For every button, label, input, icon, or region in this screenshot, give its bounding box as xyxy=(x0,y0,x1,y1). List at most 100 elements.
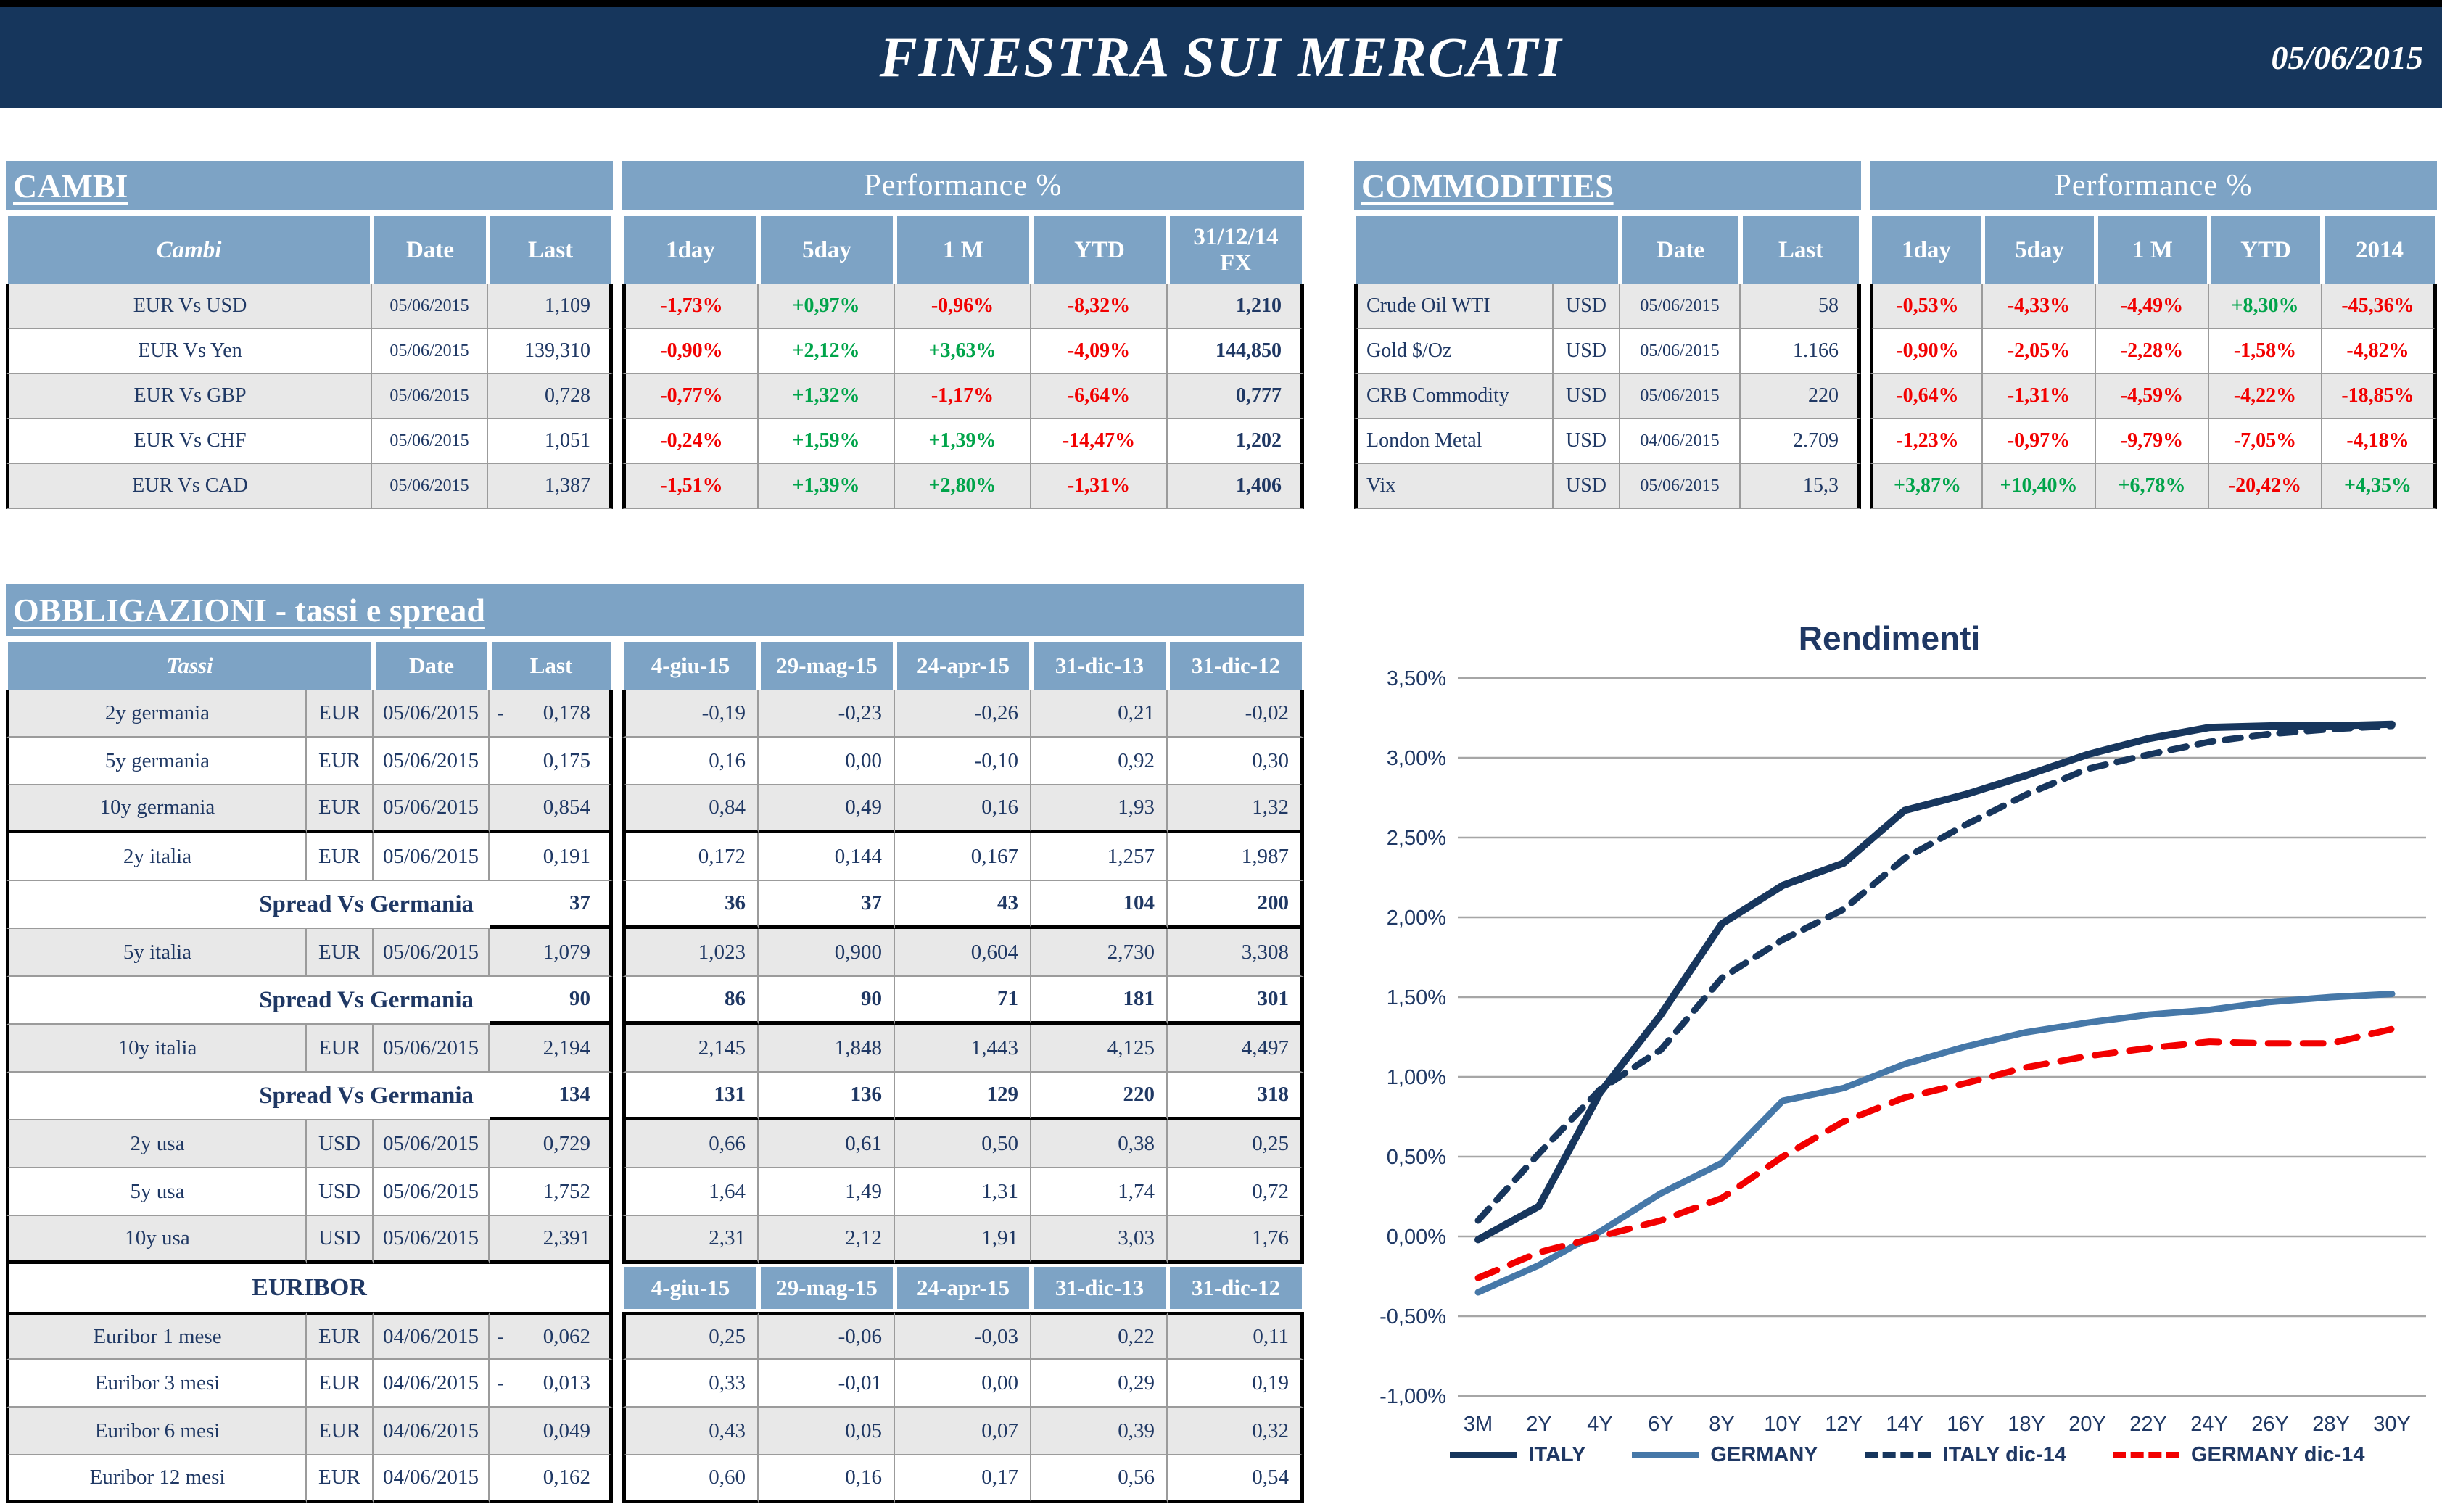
val-24apr15: 0,07 xyxy=(895,1408,1031,1455)
perf-2014: +4,35% xyxy=(2322,464,2437,509)
rate-ccy: EUR xyxy=(307,1408,374,1455)
spread-last: 90 xyxy=(490,977,613,1025)
obbligazioni-title-band: OBBLIGAZIONI - tassi e spread xyxy=(6,584,1304,636)
svg-text:20Y: 20Y xyxy=(2068,1413,2106,1436)
spread-last: 134 xyxy=(490,1073,613,1120)
perf-2014: -18,85% xyxy=(2322,374,2437,419)
pair-date: 05/06/2015 xyxy=(372,464,488,509)
col-header-last: Last xyxy=(1743,216,1859,284)
rate-date: 05/06/2015 xyxy=(374,929,490,977)
perf-1day: -0,53% xyxy=(1870,284,1983,329)
commodity-last: 220 xyxy=(1741,374,1861,419)
commodity-date: 05/06/2015 xyxy=(1620,329,1741,374)
svg-text:4Y: 4Y xyxy=(1587,1413,1612,1436)
perf-5day: +1,59% xyxy=(759,419,895,464)
block-gap xyxy=(613,329,622,374)
rate-last: - 0,013 xyxy=(490,1360,613,1408)
rate-ccy: EUR xyxy=(307,1455,374,1503)
euribor-section-label: EURIBOR xyxy=(6,1264,613,1312)
legend-label: ITALY xyxy=(1528,1443,1586,1466)
rate-name: 10y germania xyxy=(6,785,307,833)
perf-1day: -0,90% xyxy=(1870,329,1983,374)
svg-text:2,50%: 2,50% xyxy=(1387,827,1446,850)
header-gap xyxy=(613,642,622,690)
col-header-ytd: YTD xyxy=(2211,216,2320,284)
block-gap xyxy=(613,1168,622,1216)
val-4giu15: 0,16 xyxy=(622,738,759,785)
block-gap xyxy=(613,833,622,881)
rate-row: 5y germania EUR 05/06/2015 0,175 0,16 0,… xyxy=(6,738,1304,785)
commodity-date: 04/06/2015 xyxy=(1620,419,1741,464)
perf-1m: +2,80% xyxy=(895,464,1031,509)
col-header-tassi: Tassi xyxy=(8,642,371,690)
val-29mag15: 0,900 xyxy=(759,929,895,977)
commodity-row: Gold $/Oz USD 05/06/2015 1.166 -0,90% -2… xyxy=(1354,329,2437,374)
commodities-title-band: COMMODITIES xyxy=(1354,161,1861,210)
val-31dic12: 1,32 xyxy=(1168,785,1304,833)
block-gap xyxy=(1861,464,1870,509)
val-29mag15: 0,144 xyxy=(759,833,895,881)
rate-last: 0,175 xyxy=(490,738,613,785)
legend-label: GERMANY xyxy=(1710,1443,1818,1466)
spread-last: 37 xyxy=(490,881,613,929)
legend-item: ITALY xyxy=(1450,1443,1585,1467)
spread-4giu15: 86 xyxy=(622,977,759,1025)
commodity-ccy: USD xyxy=(1554,329,1620,374)
spread-label: Spread Vs Germania xyxy=(6,881,490,929)
spread-29mag15: 37 xyxy=(759,881,895,929)
perf-ytd: -8,32% xyxy=(1031,284,1168,329)
pair-date: 05/06/2015 xyxy=(372,284,488,329)
fx-31-12-14: 0,777 xyxy=(1168,374,1304,419)
col-header-date: Date xyxy=(376,642,487,690)
block-gap xyxy=(1861,419,1870,464)
commodity-last: 1.166 xyxy=(1741,329,1861,374)
svg-text:30Y: 30Y xyxy=(2373,1413,2411,1436)
fx-31-12-14: 144,850 xyxy=(1168,329,1304,374)
perf-5day: -2,05% xyxy=(1983,329,2096,374)
col-header-1day: 1day xyxy=(624,216,756,284)
spread-row: Spread Vs Germania 90 86 90 71 181 301 xyxy=(6,977,1304,1025)
svg-text:-1,00%: -1,00% xyxy=(1379,1385,1446,1408)
rate-date: 05/06/2015 xyxy=(374,1120,490,1168)
rate-date: 05/06/2015 xyxy=(374,1216,490,1264)
legend-item: ITALY dic-14 xyxy=(1864,1443,2066,1467)
rate-row: 10y germania EUR 05/06/2015 0,854 0,84 0… xyxy=(6,785,1304,833)
legend-line-sample xyxy=(1864,1452,1931,1458)
commodity-ccy: USD xyxy=(1554,284,1620,329)
pair-date: 05/06/2015 xyxy=(372,374,488,419)
block-gap xyxy=(613,881,622,929)
val-29mag15: 0,00 xyxy=(759,738,895,785)
spread-24apr15: 43 xyxy=(895,881,1031,929)
legend-label: GERMANY dic-14 xyxy=(2190,1443,2365,1466)
commodity-ccy: USD xyxy=(1554,374,1620,419)
pair-last: 1,109 xyxy=(488,284,613,329)
val-31dic12: 0,30 xyxy=(1168,738,1304,785)
euribor-col-4giu15: 4-giu-15 xyxy=(624,1267,756,1309)
commodities-title: COMMODITIES xyxy=(1361,167,1614,205)
perf-ytd: -4,09% xyxy=(1031,329,1168,374)
svg-text:0,50%: 0,50% xyxy=(1387,1146,1446,1169)
spread-29mag15: 136 xyxy=(759,1073,895,1120)
val-31dic12: -0,02 xyxy=(1168,690,1304,738)
spread-29mag15: 90 xyxy=(759,977,895,1025)
val-31dic13: 0,92 xyxy=(1031,738,1168,785)
rate-ccy: EUR xyxy=(307,690,374,738)
val-24apr15: 1,31 xyxy=(895,1168,1031,1216)
val-4giu15: 0,43 xyxy=(622,1408,759,1455)
rate-name: Euribor 6 mesi xyxy=(6,1408,307,1455)
legend-line-sample xyxy=(1450,1452,1517,1458)
pair-name: EUR Vs CHF xyxy=(6,419,372,464)
spread-31dic13: 220 xyxy=(1031,1073,1168,1120)
commodities-body: Crude Oil WTI USD 05/06/2015 58 -0,53% -… xyxy=(1354,284,2437,509)
commodities-column-headers: Date Last 1day 5day 1 M YTD 2014 xyxy=(1354,216,2437,284)
commodity-date: 05/06/2015 xyxy=(1620,374,1741,419)
block-gap xyxy=(613,1408,622,1455)
rate-last: 0,191 xyxy=(490,833,613,881)
block-gap xyxy=(613,785,622,833)
val-29mag15: 1,49 xyxy=(759,1168,895,1216)
euribor-col-29mag15: 29-mag-15 xyxy=(761,1267,893,1309)
pair-name: EUR Vs GBP xyxy=(6,374,372,419)
rate-ccy: EUR xyxy=(307,929,374,977)
col-header-24apr15: 24-apr-15 xyxy=(897,642,1029,690)
perf-1m: -4,59% xyxy=(2096,374,2209,419)
